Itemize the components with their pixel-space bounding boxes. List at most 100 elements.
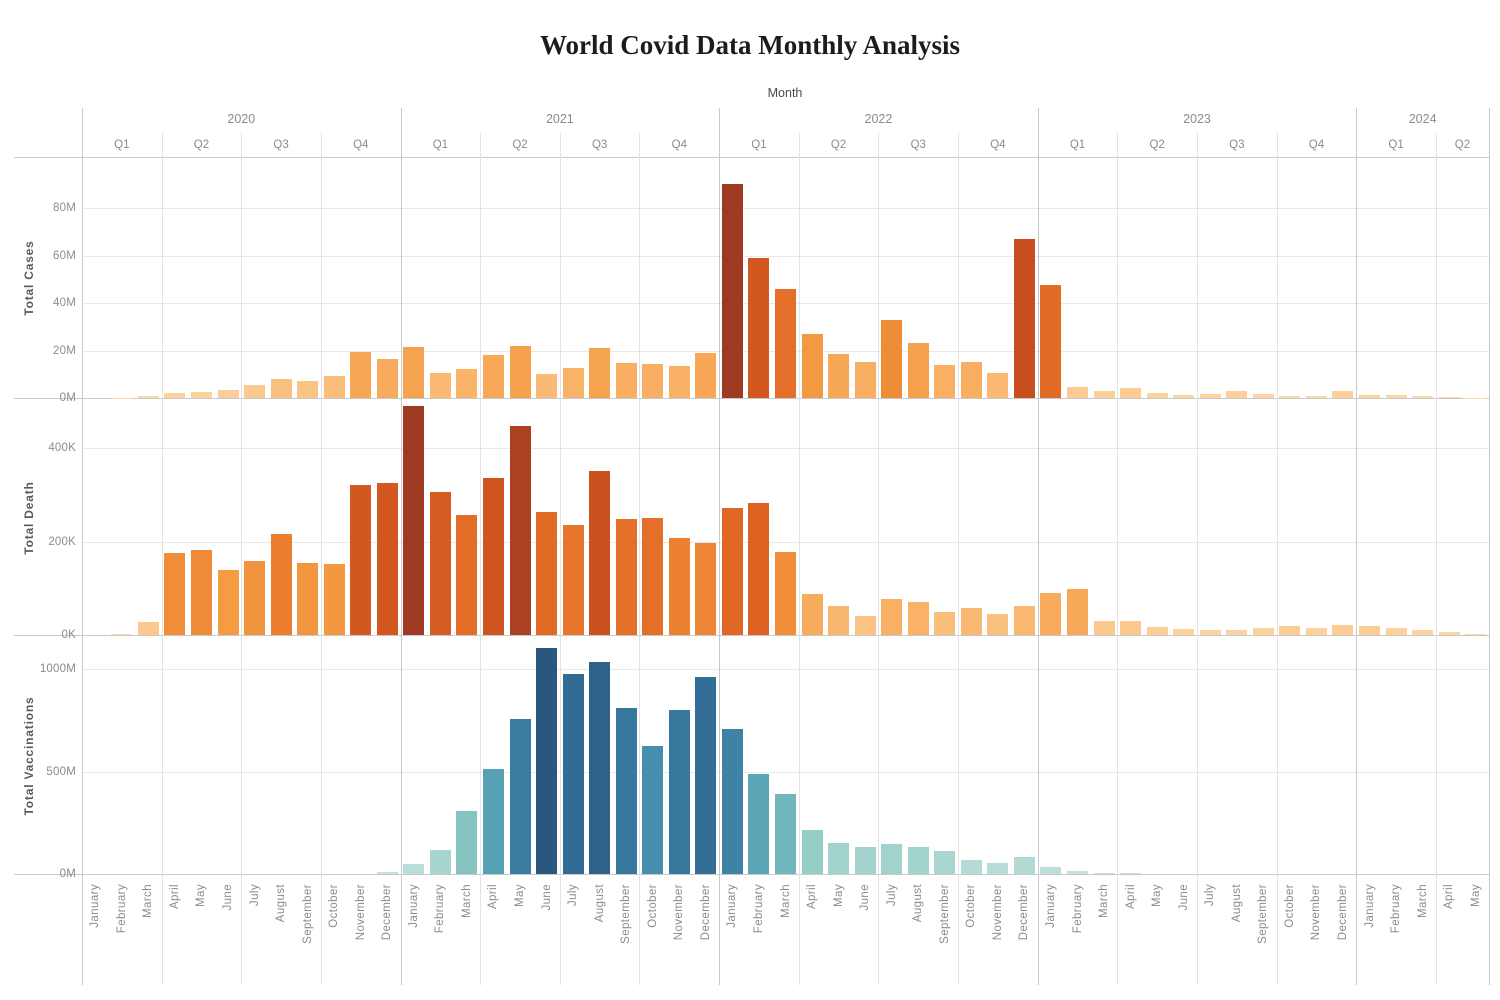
bar-total-death-2020-November[interactable] xyxy=(350,484,372,635)
bar-total-cases-2023-February[interactable] xyxy=(1067,387,1089,398)
bar-total-cases-2022-October[interactable] xyxy=(960,362,982,398)
bar-total-vaccinations-2021-December[interactable] xyxy=(695,676,717,874)
bar-total-death-2020-October[interactable] xyxy=(323,564,345,635)
bar-total-cases-2021-February[interactable] xyxy=(429,372,451,398)
bar-total-cases-2023-April[interactable] xyxy=(1120,388,1142,398)
bar-total-vaccinations-2022-January[interactable] xyxy=(721,728,743,874)
bar-total-death-2023-November[interactable] xyxy=(1305,627,1327,635)
bar-total-vaccinations-2022-May[interactable] xyxy=(828,843,850,874)
bar-total-cases-2020-June[interactable] xyxy=(217,389,239,398)
bar-total-death-2021-April[interactable] xyxy=(482,478,504,635)
bar-total-cases-2022-May[interactable] xyxy=(828,354,850,398)
bar-total-vaccinations-2022-October[interactable] xyxy=(960,860,982,874)
bar-total-vaccinations-2023-February[interactable] xyxy=(1067,871,1089,874)
bar-total-death-2024-May[interactable] xyxy=(1465,634,1487,635)
bar-total-cases-2020-March[interactable] xyxy=(137,396,159,398)
bar-total-death-2022-July[interactable] xyxy=(881,599,903,635)
bar-total-death-2022-September[interactable] xyxy=(934,612,956,635)
bar-total-death-2021-December[interactable] xyxy=(695,542,717,635)
bar-total-death-2022-March[interactable] xyxy=(775,552,796,635)
bar-total-cases-2024-March[interactable] xyxy=(1412,396,1434,398)
bar-total-cases-2021-December[interactable] xyxy=(695,352,717,398)
bar-total-death-2021-February[interactable] xyxy=(429,491,451,635)
bar-total-death-2022-April[interactable] xyxy=(801,593,823,635)
bar-total-death-2021-November[interactable] xyxy=(668,537,690,635)
bar-total-death-2021-May[interactable] xyxy=(509,425,531,635)
bar-total-cases-2024-April[interactable] xyxy=(1438,397,1460,398)
bar-total-cases-2023-October[interactable] xyxy=(1279,396,1301,398)
bar-total-cases-2020-November[interactable] xyxy=(350,352,372,398)
bar-total-vaccinations-2022-July[interactable] xyxy=(881,844,903,874)
bar-total-cases-2022-June[interactable] xyxy=(854,362,876,398)
bar-total-death-2023-April[interactable] xyxy=(1120,621,1142,635)
bar-total-death-2020-August[interactable] xyxy=(270,534,292,635)
bar-total-cases-2021-September[interactable] xyxy=(615,362,637,398)
bar-total-death-2022-January[interactable] xyxy=(721,508,743,635)
bar-total-death-2020-May[interactable] xyxy=(190,550,212,635)
bar-total-death-2021-August[interactable] xyxy=(589,471,611,635)
bar-total-vaccinations-2022-April[interactable] xyxy=(801,829,823,874)
bar-total-vaccinations-2022-December[interactable] xyxy=(1013,857,1035,874)
bar-total-cases-2022-September[interactable] xyxy=(934,365,956,398)
bar-total-vaccinations-2022-March[interactable] xyxy=(775,793,796,874)
bar-total-cases-2020-October[interactable] xyxy=(323,376,345,398)
bar-total-death-2020-June[interactable] xyxy=(217,569,239,635)
bar-total-vaccinations-2021-February[interactable] xyxy=(429,850,451,874)
bar-total-vaccinations-2021-March[interactable] xyxy=(456,811,478,874)
bar-total-cases-2020-December[interactable] xyxy=(376,358,398,398)
bar-total-death-2022-December[interactable] xyxy=(1013,606,1035,635)
bar-total-cases-2023-January[interactable] xyxy=(1040,284,1062,398)
bar-total-death-2022-October[interactable] xyxy=(960,607,982,635)
bar-total-death-2023-February[interactable] xyxy=(1067,588,1089,635)
bar-total-vaccinations-2023-March[interactable] xyxy=(1093,872,1115,874)
bar-total-cases-2021-April[interactable] xyxy=(482,354,504,398)
bar-total-cases-2023-September[interactable] xyxy=(1252,394,1274,398)
bar-total-cases-2023-July[interactable] xyxy=(1199,394,1221,398)
bar-total-death-2022-June[interactable] xyxy=(854,616,876,635)
bar-total-cases-2021-August[interactable] xyxy=(589,347,611,398)
bar-total-cases-2023-November[interactable] xyxy=(1305,396,1327,398)
bar-total-vaccinations-2021-April[interactable] xyxy=(482,769,504,874)
bar-total-vaccinations-2021-July[interactable] xyxy=(562,673,584,874)
bar-total-cases-2021-July[interactable] xyxy=(562,368,584,398)
bar-total-death-2022-February[interactable] xyxy=(748,502,770,635)
bar-total-death-2023-July[interactable] xyxy=(1199,630,1221,635)
bar-total-death-2021-July[interactable] xyxy=(562,524,584,635)
bar-total-death-2020-July[interactable] xyxy=(244,561,266,635)
bar-total-vaccinations-2021-August[interactable] xyxy=(589,662,611,874)
bar-total-cases-2023-June[interactable] xyxy=(1173,394,1195,398)
bar-total-death-2021-September[interactable] xyxy=(615,519,637,635)
bar-total-cases-2022-December[interactable] xyxy=(1013,238,1035,398)
bar-total-cases-2020-September[interactable] xyxy=(297,381,319,398)
bar-total-death-2023-May[interactable] xyxy=(1146,626,1168,635)
bar-total-death-2020-December[interactable] xyxy=(376,482,398,635)
bar-total-cases-2021-January[interactable] xyxy=(403,346,425,398)
bar-total-death-2020-March[interactable] xyxy=(137,621,159,635)
bar-total-vaccinations-2022-June[interactable] xyxy=(854,847,876,874)
bar-total-vaccinations-2022-September[interactable] xyxy=(934,851,956,874)
bar-total-death-2023-October[interactable] xyxy=(1279,626,1301,635)
bar-total-death-2021-June[interactable] xyxy=(536,512,558,635)
bar-total-death-2020-February[interactable] xyxy=(111,633,133,635)
bar-total-cases-2024-February[interactable] xyxy=(1385,395,1407,398)
bar-total-cases-2020-July[interactable] xyxy=(244,385,266,398)
bar-total-vaccinations-2022-August[interactable] xyxy=(907,846,929,874)
bar-total-cases-2022-November[interactable] xyxy=(987,373,1009,398)
bar-total-cases-2024-January[interactable] xyxy=(1359,395,1381,398)
bar-total-cases-2021-October[interactable] xyxy=(642,363,664,398)
bar-total-cases-2020-May[interactable] xyxy=(190,392,212,398)
bar-total-cases-2023-August[interactable] xyxy=(1226,390,1248,398)
bar-total-death-2022-November[interactable] xyxy=(987,614,1009,635)
bar-total-cases-2022-July[interactable] xyxy=(881,319,903,398)
bar-total-vaccinations-2021-September[interactable] xyxy=(615,707,637,874)
bar-total-cases-2022-March[interactable] xyxy=(775,288,796,398)
bar-total-cases-2022-August[interactable] xyxy=(907,343,929,398)
bar-total-vaccinations-2021-May[interactable] xyxy=(509,718,531,874)
bar-total-death-2023-June[interactable] xyxy=(1173,628,1195,635)
bar-total-death-2021-January[interactable] xyxy=(403,405,425,635)
bar-total-death-2022-May[interactable] xyxy=(828,605,850,635)
bar-total-cases-2022-January[interactable] xyxy=(721,184,743,398)
bar-total-death-2024-February[interactable] xyxy=(1385,628,1407,635)
bar-total-vaccinations-2023-April[interactable] xyxy=(1120,872,1142,874)
bar-total-vaccinations-2020-December[interactable] xyxy=(376,872,398,874)
